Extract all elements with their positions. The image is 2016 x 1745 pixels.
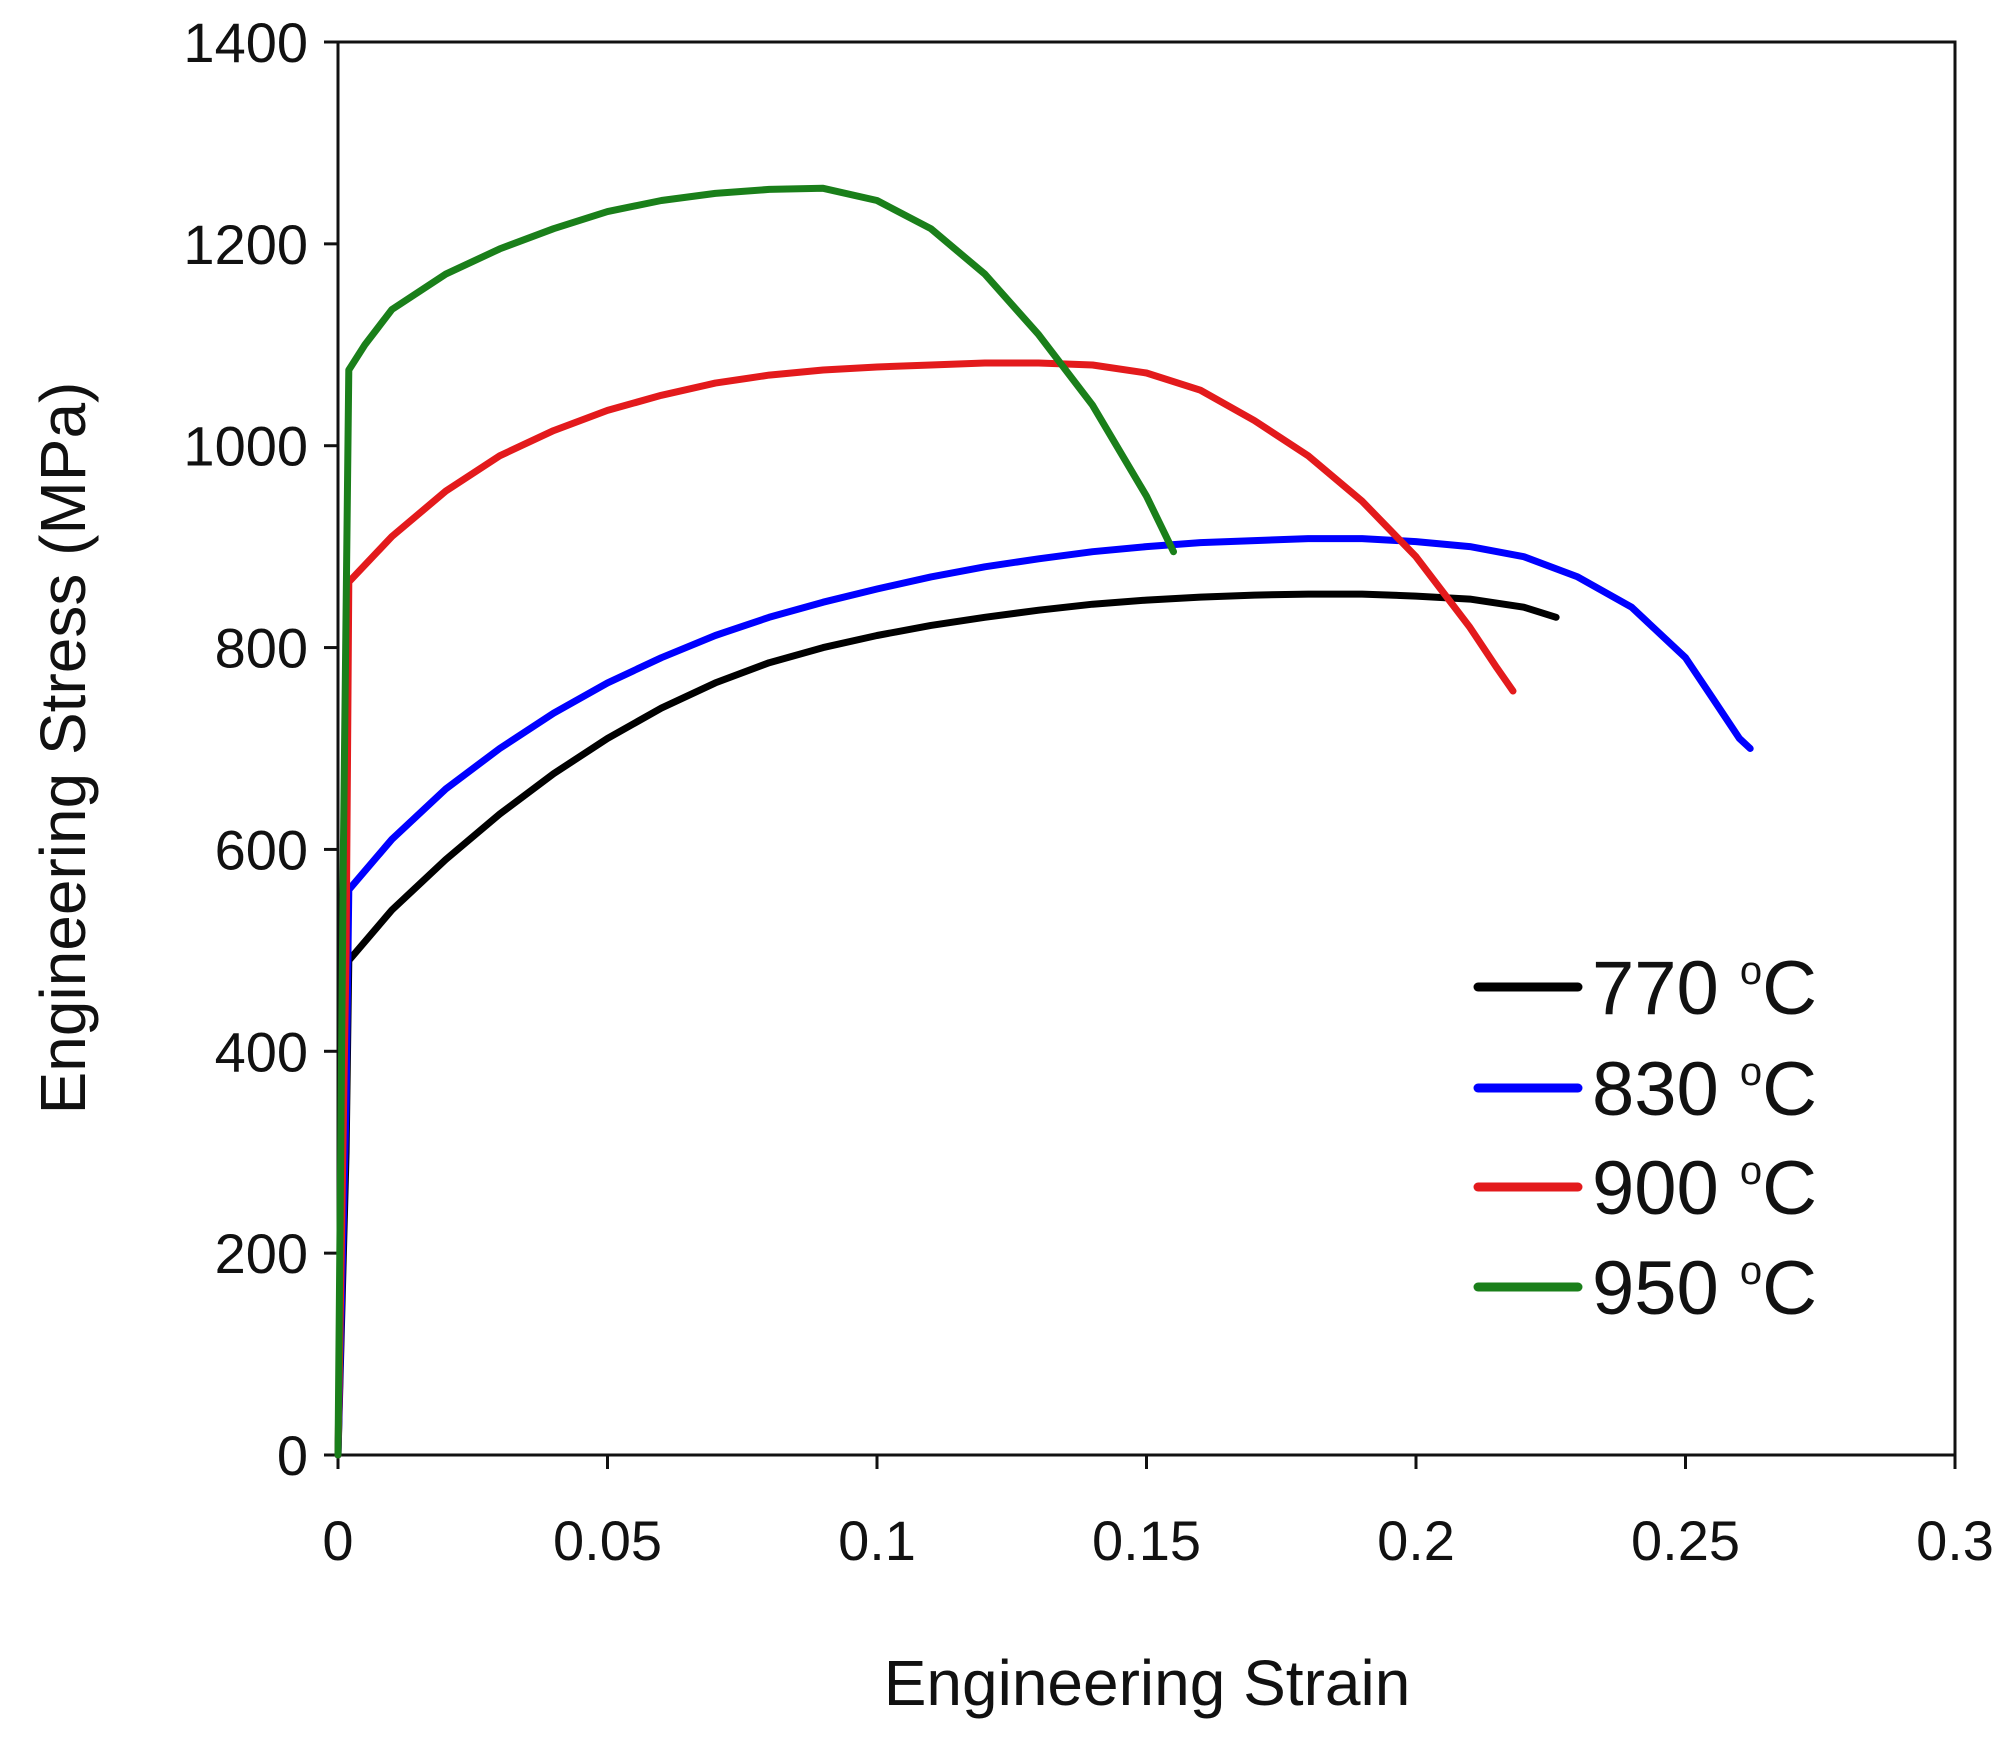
y-tick-label: 800 xyxy=(215,617,308,680)
y-axis-title: Engineering Stress (MPa) xyxy=(27,382,99,1115)
x-tick-label: 0.2 xyxy=(1377,1509,1455,1572)
legend-label: 830 oC xyxy=(1592,1047,1817,1132)
plot-frame xyxy=(336,40,1957,1457)
legend-unit: C xyxy=(1762,1047,1817,1132)
legend-degree-sup: o xyxy=(1740,1149,1762,1193)
y-axis-ticks: 0 200 400 600 800 1000 1200 1400 xyxy=(183,11,338,1487)
series-line-770 xyxy=(334,590,1560,1459)
y-tick-label: 1400 xyxy=(183,11,308,74)
legend-degree-sup: o xyxy=(1740,1050,1762,1094)
series-line-950 xyxy=(334,184,1177,1459)
legend-unit: C xyxy=(1762,946,1817,1031)
legend-value: 830 xyxy=(1592,1047,1740,1132)
x-tick-label: 0.15 xyxy=(1092,1509,1201,1572)
legend-value: 950 xyxy=(1592,1246,1740,1331)
x-tick-label: 0.25 xyxy=(1631,1509,1740,1572)
legend-item: 900 oC xyxy=(1473,1146,1817,1231)
legend-item: 830 oC xyxy=(1473,1047,1817,1132)
legend-degree-sup: o xyxy=(1740,1249,1762,1293)
legend-degree-sup: o xyxy=(1740,949,1762,993)
y-tick-label: 0 xyxy=(277,1424,308,1487)
y-tick-label: 400 xyxy=(215,1020,308,1083)
legend-value: 770 xyxy=(1592,946,1740,1031)
legend-label: 950 oC xyxy=(1592,1246,1817,1331)
legend-item: 770 oC xyxy=(1473,946,1817,1031)
y-tick-label: 1000 xyxy=(183,415,308,478)
x-tick-label: 0.1 xyxy=(838,1509,916,1572)
x-tick-label: 0 xyxy=(322,1509,353,1572)
legend-label: 770 oC xyxy=(1592,946,1817,1031)
x-tick-label: 0.3 xyxy=(1916,1509,1994,1572)
series-layer xyxy=(334,184,1754,1459)
x-tick-label: 0.05 xyxy=(553,1509,662,1572)
legend-label: 900 oC xyxy=(1592,1146,1817,1231)
legend-unit: C xyxy=(1762,1146,1817,1231)
x-axis-title: Engineering Strain xyxy=(884,1647,1411,1719)
series-line-900 xyxy=(334,359,1517,1459)
y-tick-label: 1200 xyxy=(183,213,308,276)
legend-value: 900 xyxy=(1592,1146,1740,1231)
x-axis-ticks: 0 0.05 0.1 0.15 0.2 0.25 0.3 xyxy=(322,1455,1994,1572)
legend-item: 950 oC xyxy=(1473,1246,1817,1331)
series-line-830 xyxy=(334,535,1754,1459)
y-tick-label: 200 xyxy=(215,1222,308,1285)
legend-unit: C xyxy=(1762,1246,1817,1331)
y-tick-label: 600 xyxy=(215,818,308,881)
